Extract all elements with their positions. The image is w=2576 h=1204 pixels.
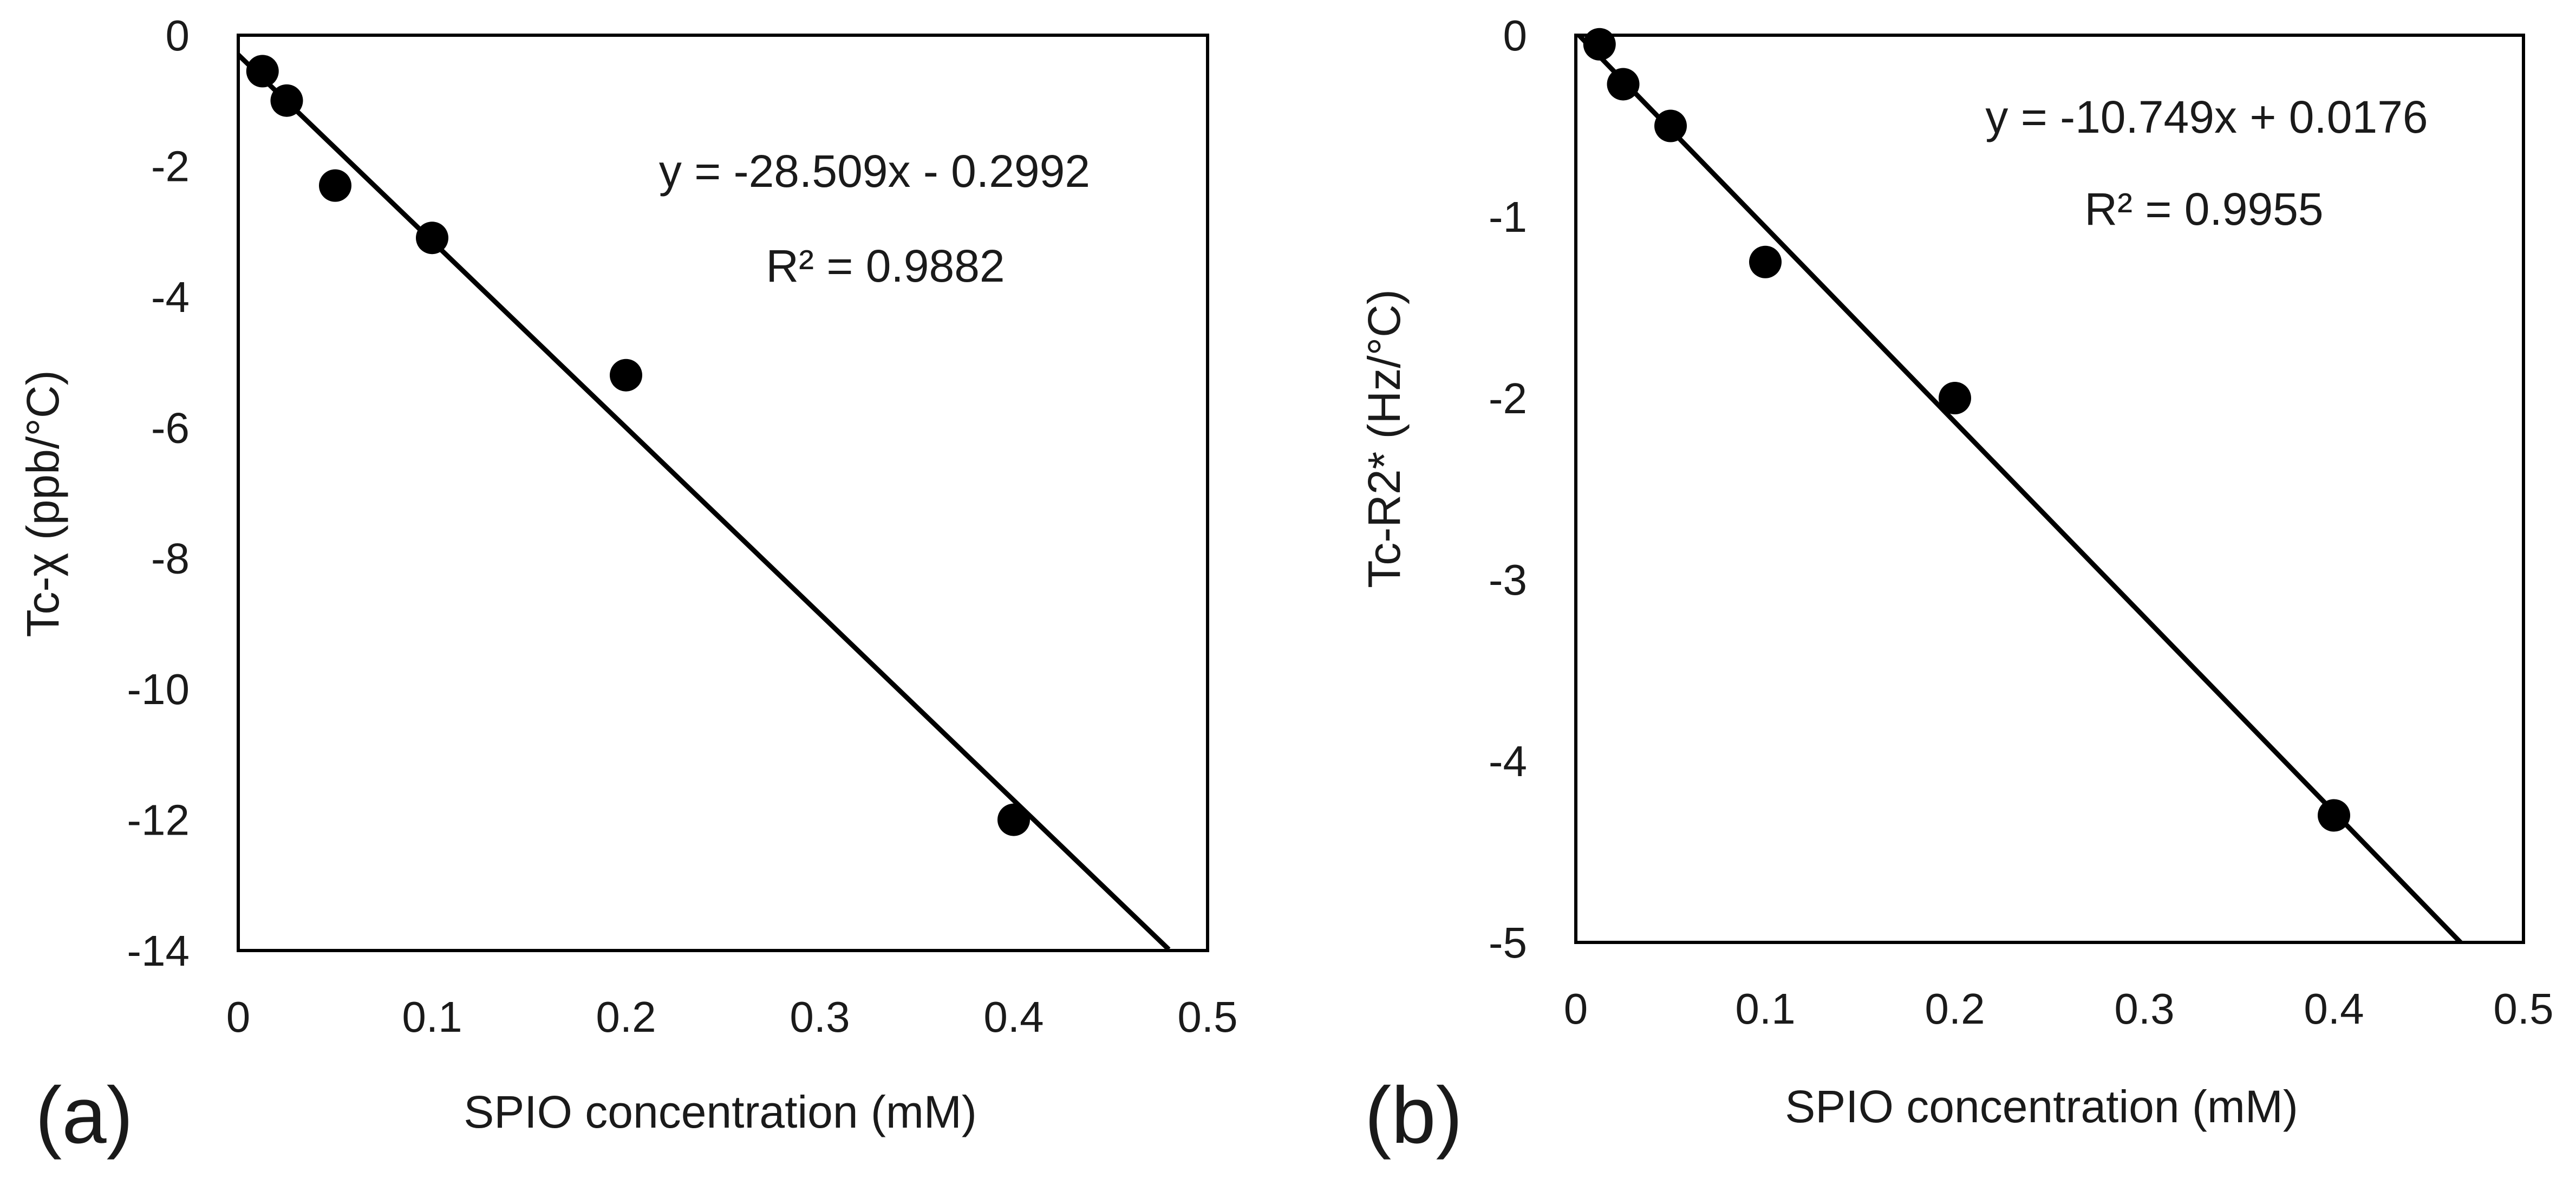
panel-a-y-ticks: 0 -2 -4 -6 -8 -10 -12 -14 [127, 11, 190, 975]
panel-b-x-axis-label: SPIO concentration (mM) [1785, 1081, 2298, 1132]
panel-b-trendline [1576, 35, 2463, 942]
panel-a-trendline-group [238, 53, 1171, 951]
panel-a-data-point [246, 55, 279, 88]
panel-b-plot-area [1574, 34, 2525, 944]
panel-a-y-tick-label: -4 [151, 273, 190, 321]
panel-a-y-tick-label: 0 [166, 11, 190, 60]
panel-b-data-point [1654, 109, 1687, 142]
panel-b-points [1583, 28, 2350, 832]
panel-a-y-tick-label: -10 [127, 665, 190, 713]
panel-a-y-tick-label: -8 [151, 535, 190, 583]
panel-a-data-point [319, 169, 351, 202]
panel-a-points [246, 55, 1030, 836]
panel-b-x-tick-label: 0.4 [2304, 985, 2364, 1033]
panel-a-y-tick-label: -2 [151, 142, 190, 190]
panel-a: 0 0.1 0.2 0.3 0.4 0.5 0 -2 -4 -6 -8 -10 -12 -14 y = … [17, 11, 1238, 1160]
panel-b-y-axis-label: Tc-R2* (Hz/°C) [1359, 289, 1410, 588]
panel-b-data-point [1607, 68, 1640, 101]
panel-a-data-point [270, 84, 303, 117]
panel-a-plot-area [237, 34, 1209, 952]
panel-b: 0 0.1 0.2 0.3 0.4 0.5 0 -1 -2 -3 -4 -5 y = -10.749… [1359, 11, 2554, 1160]
panel-b-data-point [2318, 799, 2350, 832]
panel-b-y-ticks: 0 -1 -2 -3 -4 -5 [1489, 11, 1527, 967]
panel-a-x-tick-label: 0.4 [983, 993, 1044, 1041]
panel-a-x-tick-label: 0.1 [402, 993, 462, 1041]
panel-b-y-tick-label: 0 [1503, 11, 1528, 60]
panel-a-y-axis-label: Tc-χ (ppb/°C) [17, 370, 68, 637]
panel-b-plot-frame [1574, 34, 2525, 944]
panel-a-x-axis-label: SPIO concentration (mM) [464, 1086, 977, 1137]
panel-a-data-point [416, 222, 448, 255]
panel-a-y-tick-label: -14 [127, 927, 190, 975]
panel-a-y-tick-label: -12 [127, 796, 190, 844]
panel-b-r2-label: R² = 0.9955 [2084, 184, 2323, 235]
panel-b-panel-label: (b) [1365, 1071, 1463, 1160]
panel-a-x-tick-label: 0.5 [1177, 993, 1237, 1041]
panel-b-y-tick-label: -5 [1489, 919, 1527, 967]
panel-b-y-tick-label: -3 [1489, 556, 1527, 604]
panel-b-y-tick-label: -2 [1489, 374, 1527, 422]
panel-b-x-tick-label: 0 [1564, 985, 1588, 1033]
panel-b-y-tick-label: -1 [1489, 193, 1527, 241]
panel-a-x-tick-label: 0 [226, 993, 251, 1041]
panel-b-data-point [1939, 382, 1971, 414]
panel-b-x-tick-label: 0.5 [2493, 985, 2553, 1033]
panel-a-trendline [238, 53, 1171, 951]
panel-a-data-point [610, 359, 642, 392]
panel-b-equation-label: y = -10.749x + 0.0176 [1985, 92, 2428, 142]
panel-a-panel-label: (a) [35, 1071, 133, 1160]
panel-a-equation-label: y = -28.509x - 0.2992 [659, 146, 1090, 197]
panel-a-plot-frame [237, 34, 1209, 952]
panel-b-data-point [1749, 245, 1782, 278]
panel-a-y-tick-label: -6 [151, 403, 190, 452]
panel-a-x-tick-label: 0.3 [790, 993, 850, 1041]
panel-b-x-tick-label: 0.1 [1735, 985, 1795, 1033]
panel-b-x-tick-label: 0.3 [2114, 985, 2174, 1033]
panel-b-data-point [1583, 28, 1616, 61]
panel-b-trendline-group [1576, 35, 2463, 942]
panel-b-x-tick-label: 0.2 [1925, 985, 1985, 1033]
panel-b-y-tick-label: -4 [1489, 737, 1527, 785]
panel-a-x-tick-label: 0.2 [596, 993, 656, 1041]
panel-a-x-ticks: 0 0.1 0.2 0.3 0.4 0.5 [226, 993, 1238, 1041]
panel-a-data-point [997, 803, 1030, 836]
panel-a-r2-label: R² = 0.9882 [766, 240, 1005, 291]
panel-b-x-ticks: 0 0.1 0.2 0.3 0.4 0.5 [1564, 985, 2554, 1033]
